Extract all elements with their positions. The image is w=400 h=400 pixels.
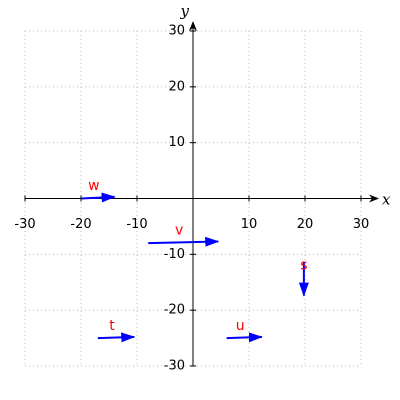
y-tick-label: 20 bbox=[168, 79, 185, 94]
x-tick-label: -10 bbox=[126, 217, 147, 232]
y-tick-label: 30 bbox=[168, 24, 185, 39]
vector-label: w bbox=[88, 178, 99, 194]
vector-arrow bbox=[97, 332, 136, 343]
vectors: w v s t u bbox=[80, 178, 309, 343]
x-tick-label: -30 bbox=[14, 217, 35, 232]
y-tick-label: -20 bbox=[164, 303, 185, 318]
vector-arrow bbox=[80, 192, 116, 203]
vector-label: v bbox=[175, 222, 183, 238]
x-tick-label: -20 bbox=[70, 217, 91, 232]
vector-arrow bbox=[148, 236, 220, 247]
axes: -30 -20 -10 10 20 30 -30 -20 -10 10 20 30 x y bbox=[14, 2, 391, 374]
y-axis-label: y bbox=[180, 2, 190, 20]
x-tick-label: 30 bbox=[353, 217, 370, 232]
vector-label: u bbox=[236, 318, 245, 334]
vector-label: s bbox=[300, 258, 307, 274]
vector-arrow bbox=[226, 332, 263, 343]
x-tick-label: 10 bbox=[241, 217, 258, 232]
x-axis-label: x bbox=[382, 191, 391, 209]
y-tick-label: 10 bbox=[168, 135, 185, 150]
y-tick-label: -10 bbox=[164, 247, 185, 262]
vector-label: t bbox=[109, 318, 115, 334]
x-tick-label: 20 bbox=[297, 217, 314, 232]
y-tick-label: -30 bbox=[164, 359, 185, 374]
